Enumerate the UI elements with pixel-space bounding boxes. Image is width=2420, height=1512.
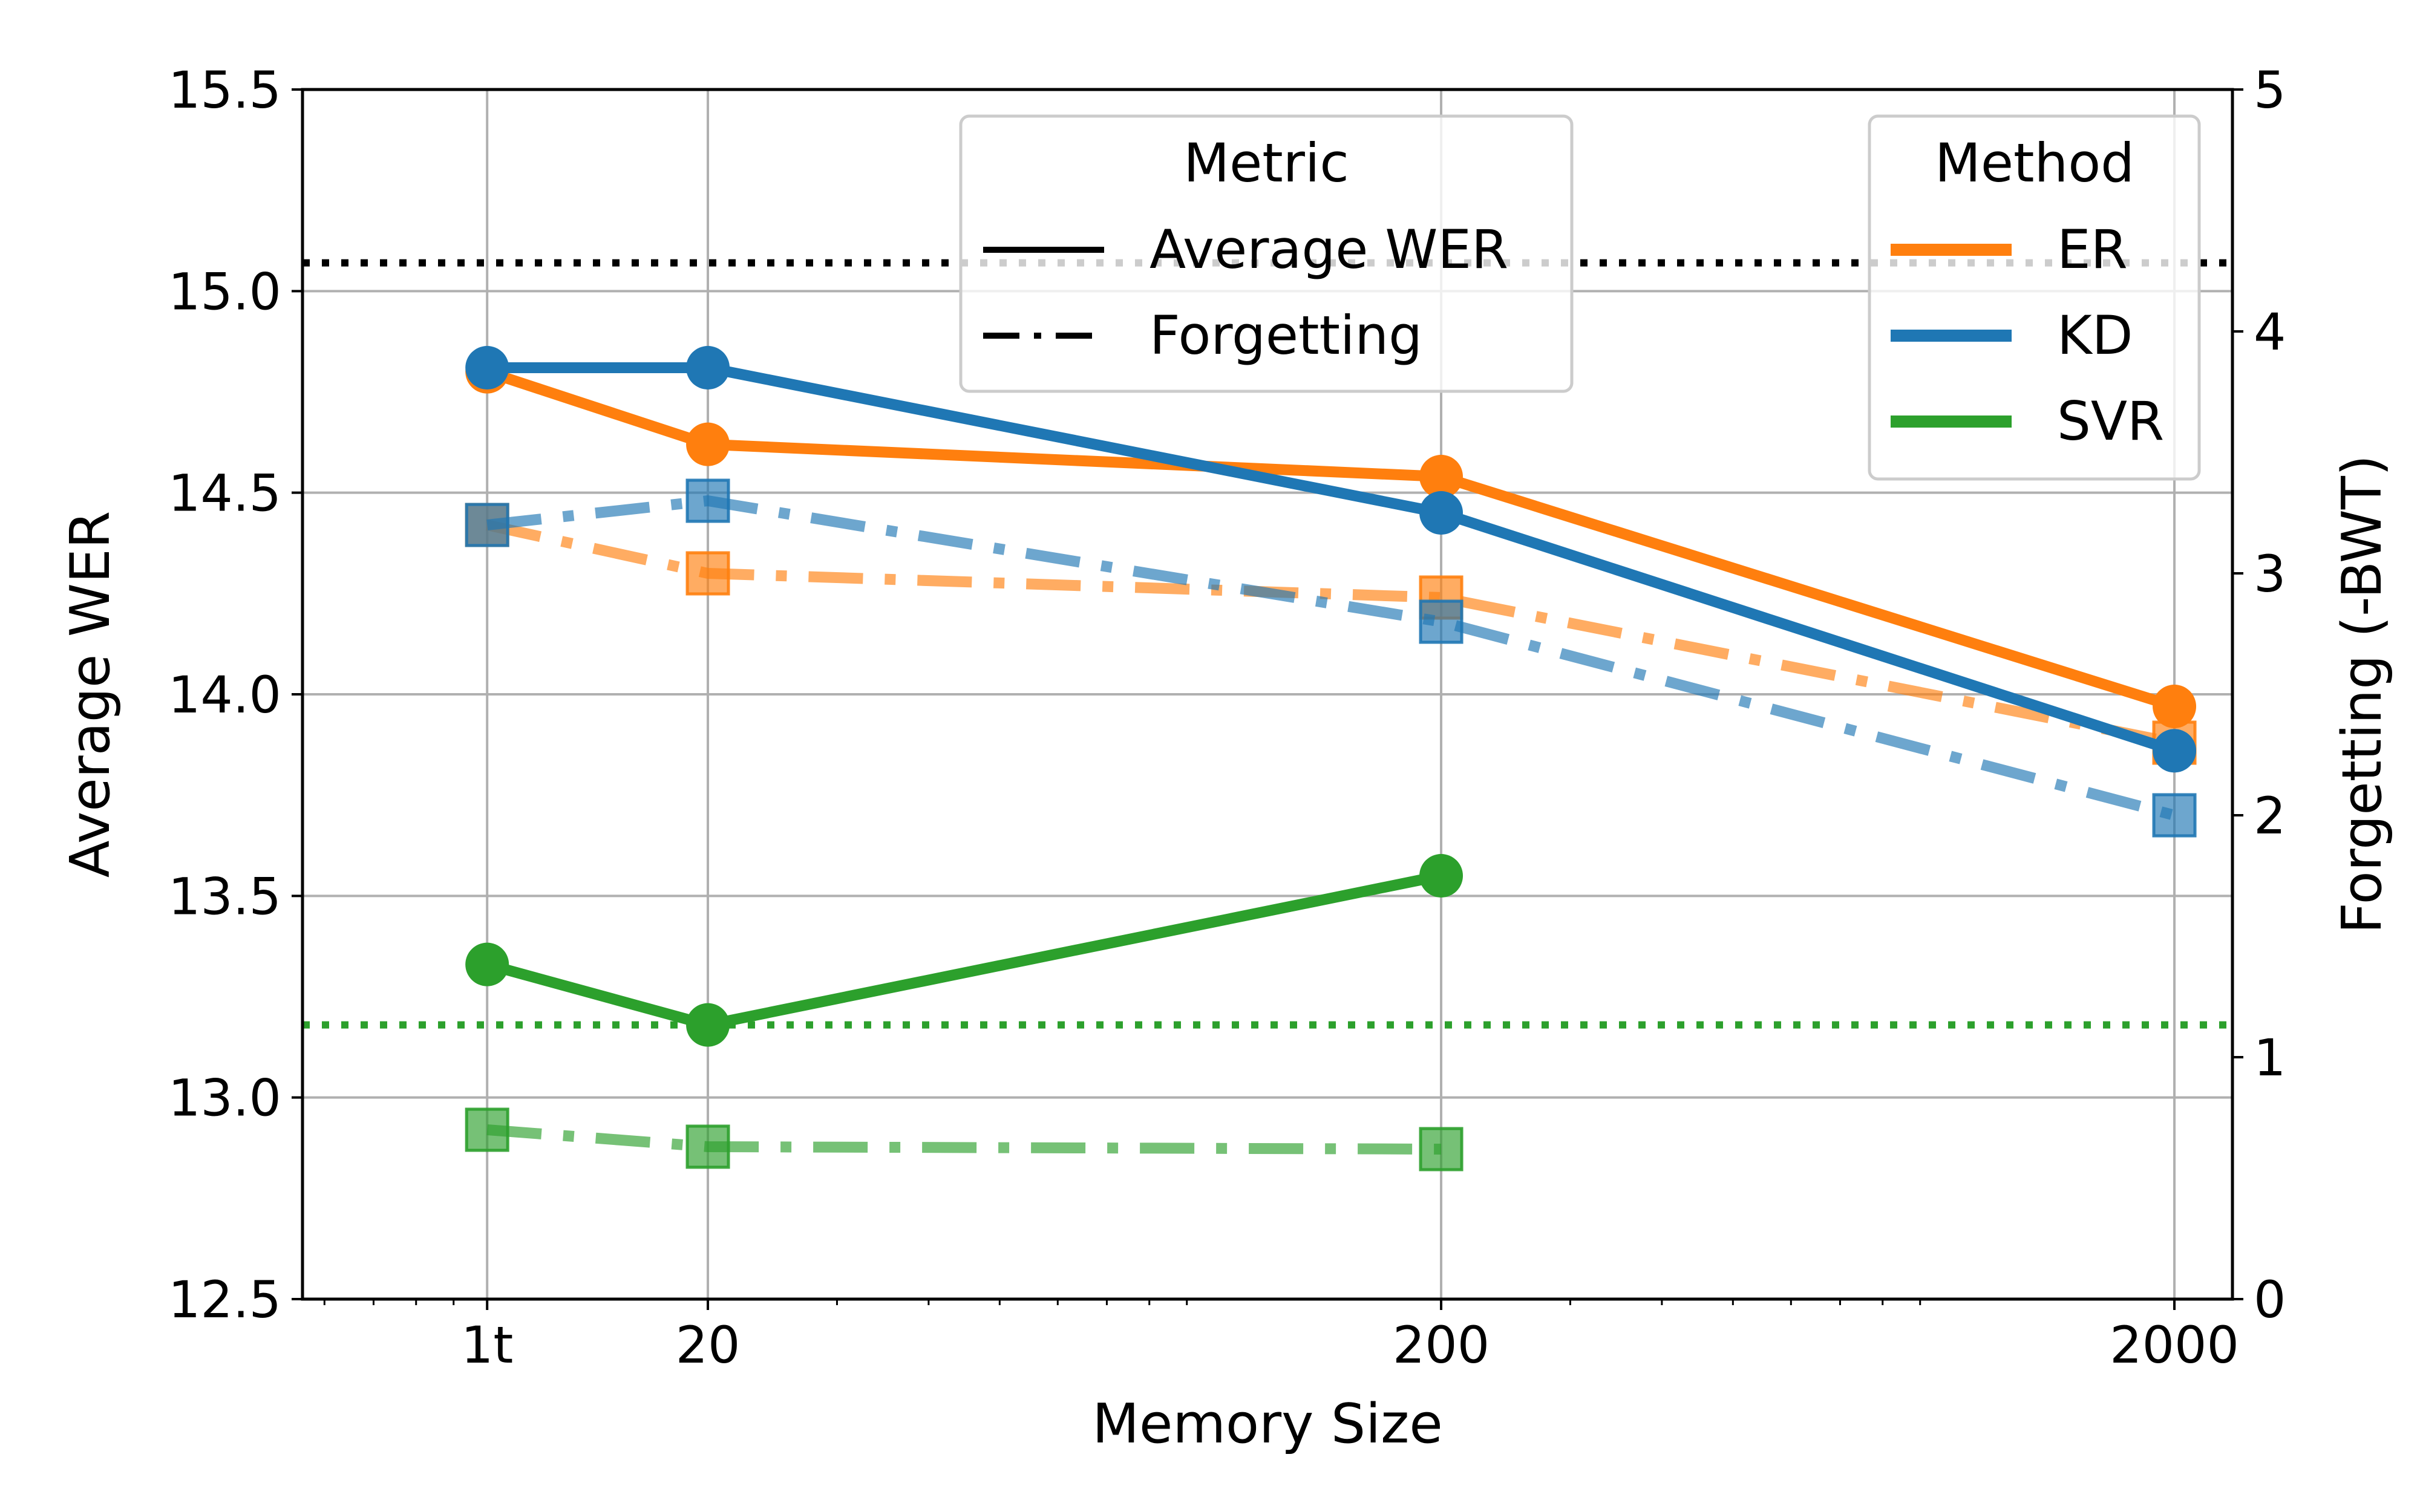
legend-method-title: Method	[1935, 132, 2134, 194]
y-tick-label-14-5: 14.5	[168, 464, 281, 523]
series-svr-average-wer-point-0	[465, 942, 509, 986]
series-layer	[465, 346, 2197, 1171]
y-tick-label-12-5: 12.5	[168, 1270, 281, 1329]
y2-tick-label-2: 2	[2254, 786, 2286, 846]
y2-tick-label-1: 1	[2254, 1028, 2286, 1087]
series-kd-average-wer-point-2	[1419, 491, 1463, 535]
x-tick-label-1t: 1t	[461, 1315, 513, 1375]
series-svr-average-wer-point-1	[686, 1003, 730, 1047]
x-axis-label: Memory Size	[1092, 1392, 1442, 1456]
x-tick-label-2000: 2000	[2110, 1315, 2239, 1375]
legend-method-box	[1868, 114, 2201, 481]
legend-metric: Metric Average WER Forgetting	[959, 114, 1574, 393]
y2-tick-label-4: 4	[2254, 302, 2286, 362]
y-axis-label: Average WER	[59, 511, 122, 878]
series-kd-average-wer-point-3	[2153, 729, 2197, 773]
series-kd-average-wer-point-0	[465, 346, 509, 389]
x-minor-ticks	[323, 1299, 1921, 1305]
series-er-average-wer-point-1	[686, 422, 730, 466]
series-svr-forgetting-point-0	[465, 1107, 509, 1152]
series-kd-forgetting-point-3	[2152, 793, 2197, 838]
legend-metric-average-wer: Average WER	[1150, 218, 1508, 281]
series-svr-forgetting-point-1	[685, 1124, 730, 1169]
series-kd-forgetting-point-1	[685, 478, 730, 523]
series-svr-average-wer-point-2	[1419, 854, 1463, 898]
legend-metric-title: Metric	[1183, 132, 1349, 194]
y-tick-label-14-0: 14.0	[168, 665, 281, 725]
series-svr-forgetting-point-2	[1419, 1127, 1463, 1171]
y2-tick-label-5: 5	[2254, 60, 2286, 120]
y2-tick-label-0: 0	[2254, 1270, 2286, 1329]
x-tick-label-200: 200	[1393, 1315, 1490, 1375]
y-tick-label-13-5: 13.5	[168, 867, 281, 926]
legend-metric-forgetting: Forgetting	[1150, 304, 1422, 367]
series-kd-forgetting-point-2	[1419, 599, 1463, 644]
series-er-average-wer-point-2	[1419, 455, 1463, 498]
series-er-forgetting-point-1	[685, 551, 730, 596]
axis-ticks: 1t 20 200 2000 12.5 13.0 13.5 14.0 14.5 15.0 15.5 0…	[168, 60, 2286, 1375]
y2-axis-label: Forgetting (-BWT)	[2330, 455, 2394, 934]
y-tick-label-13-0: 13.0	[168, 1069, 281, 1128]
legend-method-kd: KD	[2057, 304, 2133, 367]
legend-metric-box	[959, 114, 1574, 393]
series-kd-forgetting-line	[486, 495, 2176, 821]
series-kd-average-wer-line	[487, 362, 2176, 756]
y-tick-label-15-5: 15.5	[168, 60, 281, 120]
series-er-forgetting-line	[486, 520, 2176, 748]
y-tick-label-15-0: 15.0	[168, 262, 281, 321]
legend-method-er: ER	[2057, 218, 2128, 281]
series-er-average-wer-point-3	[2153, 685, 2197, 728]
legend-method: Method ER KD SVR	[1868, 114, 2201, 481]
series-er-average-wer-line	[485, 367, 2176, 712]
x-tick-label-20: 20	[676, 1315, 741, 1375]
legend-method-svr: SVR	[2057, 390, 2164, 452]
series-kd-average-wer-point-1	[686, 346, 730, 389]
series-kd-forgetting-point-0	[465, 503, 509, 547]
y2-tick-label-3: 3	[2254, 544, 2286, 604]
